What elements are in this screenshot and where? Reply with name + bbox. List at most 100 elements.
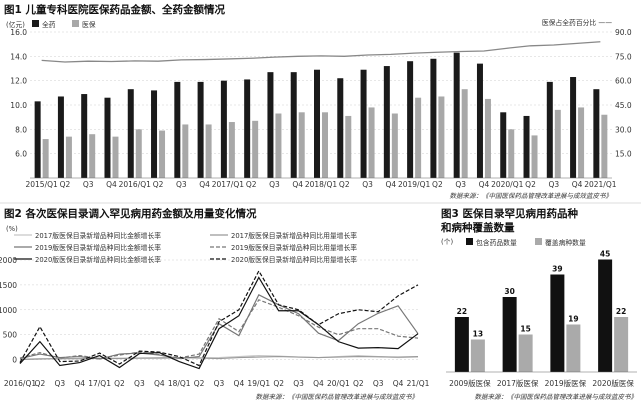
chart1-y2-tick: 60.0 — [615, 77, 632, 86]
chart3-value-label-drugs: 30 — [504, 287, 514, 296]
chart1-y-unit: (亿元) — [6, 20, 25, 29]
chart1-legend-swatch-all — [32, 20, 39, 27]
chart1-bar-all — [523, 115, 530, 178]
chart1-y-tick: 6.0 — [15, 150, 27, 159]
chart1-bar-all — [500, 112, 507, 178]
chart1-y2-tick: 30.0 — [615, 125, 632, 134]
chart2-x-tick: Q2 — [114, 379, 125, 388]
chart1-bar-all — [430, 58, 437, 179]
chart2-y-tick: 1500 — [0, 281, 17, 290]
chart2-x-tick: 18/Q1 — [168, 379, 191, 388]
chart1-x-tick: Q4 — [572, 180, 583, 189]
chart2-line-series-2 — [19, 294, 419, 360]
chart1-x-tick: Q2 — [246, 180, 257, 189]
chart3-y-unit: (个) — [441, 238, 453, 246]
chart1-bar-insured — [508, 129, 515, 178]
chart1-x-tick: Q4 — [292, 180, 303, 189]
chart1-line-share — [41, 41, 601, 63]
chart1-x-tick: 2020/Q1 — [491, 180, 524, 189]
chart1-x-tick: Q4 — [199, 180, 210, 189]
chart1-bar-all — [34, 101, 41, 178]
chart1-bar-insured — [89, 134, 96, 178]
chart2-legend-label: 2017版医保目录新增品种同比用量增长率 — [231, 231, 357, 240]
chart1-bar-all — [453, 52, 460, 178]
chart1-legend-all: 全药 — [42, 20, 56, 29]
chart1-bar-all — [383, 66, 390, 178]
chart1-bar-all — [174, 81, 181, 178]
chart3-x-tick: 2009版医保 — [449, 378, 491, 388]
chart1-bar-all — [476, 63, 483, 179]
chart1-bar-insured — [578, 107, 585, 178]
chart3-bar-diseases — [566, 324, 581, 372]
chart3-value-label-diseases: 22 — [616, 307, 626, 316]
chart1-x-tick: Q4 — [385, 180, 396, 189]
chart2-legend-label: 2017版医保目录新增品种同比金额增长率 — [35, 231, 161, 240]
chart1-bar-insured — [415, 97, 422, 178]
chart1-x-tick: 2017/Q1 — [212, 180, 245, 189]
chart1-x-tick: Q4 — [479, 180, 490, 189]
chart2-line-series-4 — [19, 276, 419, 370]
chart1-bar-insured — [531, 135, 538, 178]
chart1-x-tick: Q2 — [432, 180, 443, 189]
chart2-x-tick: Q3 — [293, 379, 304, 388]
chart1-y-tick: 10.0 — [10, 101, 27, 110]
chart2-x-tick: Q4 — [313, 379, 324, 388]
chart1-bar-all — [407, 61, 414, 179]
chart1-bar-insured — [554, 109, 561, 178]
chart2-legend: 2017版医保目录新增品种同比金额增长率 2017版医保目录新增品种同比用量增长率… — [14, 231, 357, 264]
chart2-x-tick: Q4 — [234, 379, 245, 388]
chart1-bar-insured — [228, 122, 235, 178]
chart3-value-label-drugs: 45 — [600, 250, 610, 259]
chart1-legend-insured: 医保 — [82, 20, 96, 29]
chart1-x-tick: Q3 — [455, 180, 466, 189]
chart1-x-tick: Q3 — [548, 180, 559, 189]
chart2-x-tick: Q2 — [35, 379, 46, 388]
chart1-x-tick: Q4 — [106, 180, 117, 189]
chart3-bar-drugs — [502, 297, 517, 372]
chart1-x-tick: 2019/Q1 — [398, 180, 431, 189]
chart1-bar-all — [127, 89, 134, 178]
chart1-bar-insured — [205, 124, 212, 178]
chart3-bar-diseases — [518, 334, 533, 372]
chart3-legend-diseases: 覆盖病种数量 — [545, 238, 586, 247]
chart2-y-unit: (%) — [6, 225, 18, 233]
chart2-x-tick: 17/Q1 — [88, 379, 111, 388]
chart1-y-tick: 12.0 — [10, 77, 27, 86]
chart1-x-tick: 2016/Q1 — [119, 180, 152, 189]
chart1-bar-insured — [112, 136, 119, 178]
chart3-legend-swatch-drugs — [466, 238, 473, 245]
chart3-x-tick: 2020版医保 — [592, 378, 634, 388]
chart2-legend-label: 2019版医保目录新增品种同比金额增长率 — [35, 243, 161, 252]
chart2-y-tick: 500 — [3, 331, 18, 340]
chart2-x-tick: Q2 — [273, 379, 284, 388]
chart1-bar-all — [104, 97, 111, 178]
chart1-bar-insured — [461, 89, 468, 178]
chart1-bar-all — [81, 94, 88, 178]
chart1-bar-insured — [135, 129, 142, 178]
chart3-plot: 22 13 2009版医保 30 15 2017版医保 39 19 2019版医保 45 22 202… — [446, 250, 637, 388]
chart1-x-tick: Q3 — [83, 180, 94, 189]
chart2-legend-label: 2020版医保目录新增品种同比金额增长率 — [35, 255, 161, 264]
chart2-x-tick: 2016/Q1 — [4, 379, 37, 388]
chart1-y2-tick: 90.0 — [615, 28, 632, 37]
chart2-legend-label: 2020版医保目录新增品种同比用量增长率 — [231, 255, 357, 264]
chart3-bar-drugs — [454, 317, 469, 372]
chart2-y-tick: 1000 — [0, 306, 17, 315]
chart2-line-series-3 — [19, 299, 419, 360]
chart3-legend-drugs: 包含药品数量 — [476, 238, 517, 247]
chart1-y-tick: 8.0 — [15, 125, 27, 134]
chart1-x-tick: Q2 — [60, 180, 71, 189]
chart2-x-tick: 19/Q1 — [247, 379, 270, 388]
chart2-x-tick: Q2 — [353, 379, 364, 388]
chart3-value-label-drugs: 39 — [552, 265, 562, 274]
chart1-bar-insured — [298, 112, 305, 178]
chart2-line-series-5 — [19, 269, 419, 367]
chart2-legend-label: 2019版医保目录新增品种同比用量增长率 — [231, 243, 357, 252]
chart1-y2-tick: 75.0 — [615, 52, 632, 61]
chart2-x-tick: 21/Q1 — [407, 379, 430, 388]
chart2-x-tick: Q3 — [54, 379, 65, 388]
chart1-bar-insured — [65, 136, 72, 178]
chart1-x-tick: 2018/Q1 — [305, 180, 338, 189]
